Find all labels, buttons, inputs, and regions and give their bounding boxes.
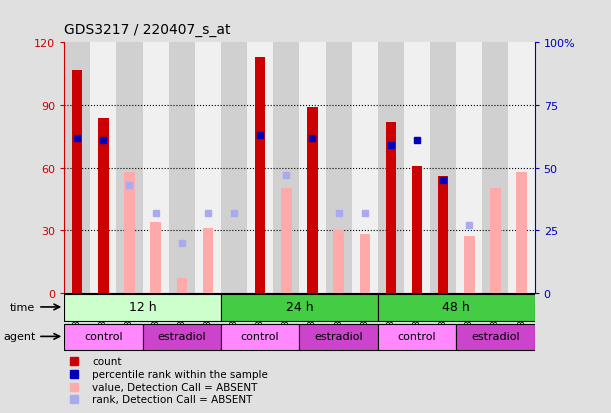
Bar	[378, 294, 535, 321]
Bar	[378, 43, 404, 293]
Bar	[334, 231, 344, 293]
Bar	[490, 189, 500, 293]
Bar	[281, 189, 291, 293]
Text: time: time	[10, 302, 35, 312]
Text: estradiol: estradiol	[471, 332, 520, 342]
Text: control: control	[241, 332, 279, 342]
Text: agent: agent	[3, 332, 35, 342]
Bar	[255, 58, 265, 293]
Bar	[404, 43, 430, 293]
Bar	[378, 324, 456, 350]
Bar	[169, 43, 195, 293]
Text: 48 h: 48 h	[442, 301, 470, 314]
Bar	[177, 278, 187, 293]
Bar	[221, 43, 247, 293]
Bar	[98, 118, 109, 293]
Text: percentile rank within the sample: percentile rank within the sample	[92, 369, 268, 379]
Bar	[142, 43, 169, 293]
Text: 12 h: 12 h	[129, 301, 156, 314]
Text: value, Detection Call = ABSENT: value, Detection Call = ABSENT	[92, 382, 258, 392]
Text: count: count	[92, 356, 122, 366]
Text: control: control	[84, 332, 123, 342]
Bar	[195, 43, 221, 293]
Bar	[430, 43, 456, 293]
Bar	[386, 122, 396, 293]
Bar	[456, 324, 535, 350]
Bar	[124, 172, 135, 293]
Text: control: control	[398, 332, 436, 342]
Bar	[64, 324, 142, 350]
Bar	[326, 43, 352, 293]
Bar	[299, 324, 378, 350]
Bar	[482, 43, 508, 293]
Bar	[221, 324, 299, 350]
Bar	[299, 43, 326, 293]
Text: estradiol: estradiol	[314, 332, 363, 342]
Bar	[90, 43, 117, 293]
Bar	[412, 166, 422, 293]
Text: GDS3217 / 220407_s_at: GDS3217 / 220407_s_at	[64, 23, 231, 37]
Bar	[464, 237, 475, 293]
Bar	[221, 294, 378, 321]
Bar	[150, 222, 161, 293]
Bar	[117, 43, 142, 293]
Bar	[352, 43, 378, 293]
Bar	[508, 43, 535, 293]
Text: estradiol: estradiol	[158, 332, 206, 342]
Bar	[142, 324, 221, 350]
Bar	[359, 235, 370, 293]
Bar	[64, 43, 90, 293]
Bar	[438, 176, 448, 293]
Bar	[456, 43, 482, 293]
Bar	[516, 172, 527, 293]
Bar	[203, 228, 213, 293]
Bar	[64, 294, 221, 321]
Bar	[307, 108, 318, 293]
Bar	[247, 43, 273, 293]
Text: rank, Detection Call = ABSENT: rank, Detection Call = ABSENT	[92, 394, 253, 404]
Text: 24 h: 24 h	[285, 301, 313, 314]
Bar	[273, 43, 299, 293]
Bar	[72, 71, 82, 293]
